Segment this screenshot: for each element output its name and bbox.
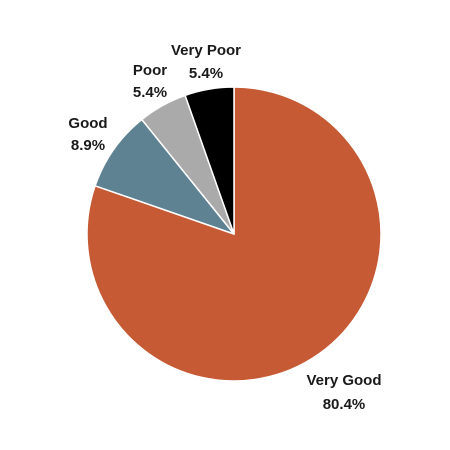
slice-value-poor: 5.4% bbox=[133, 84, 167, 101]
pie-slice-very-poor bbox=[184, 86, 235, 235]
slice-value-very-poor: 5.4% bbox=[189, 65, 223, 82]
slice-value-good: 8.9% bbox=[71, 137, 105, 154]
pie-labels: Very Good 80.4% Good 8.9% Poor 5.4% Very… bbox=[68, 42, 381, 413]
slice-label-poor: Poor bbox=[133, 62, 167, 79]
pie-slices bbox=[86, 86, 382, 382]
pie-slice-good bbox=[94, 118, 235, 235]
slice-label-very-poor: Very Poor bbox=[171, 42, 241, 59]
slice-label-good: Good bbox=[68, 115, 107, 132]
slice-value-very-good: 80.4% bbox=[323, 396, 366, 413]
slice-label-very-good: Very Good bbox=[306, 372, 381, 389]
